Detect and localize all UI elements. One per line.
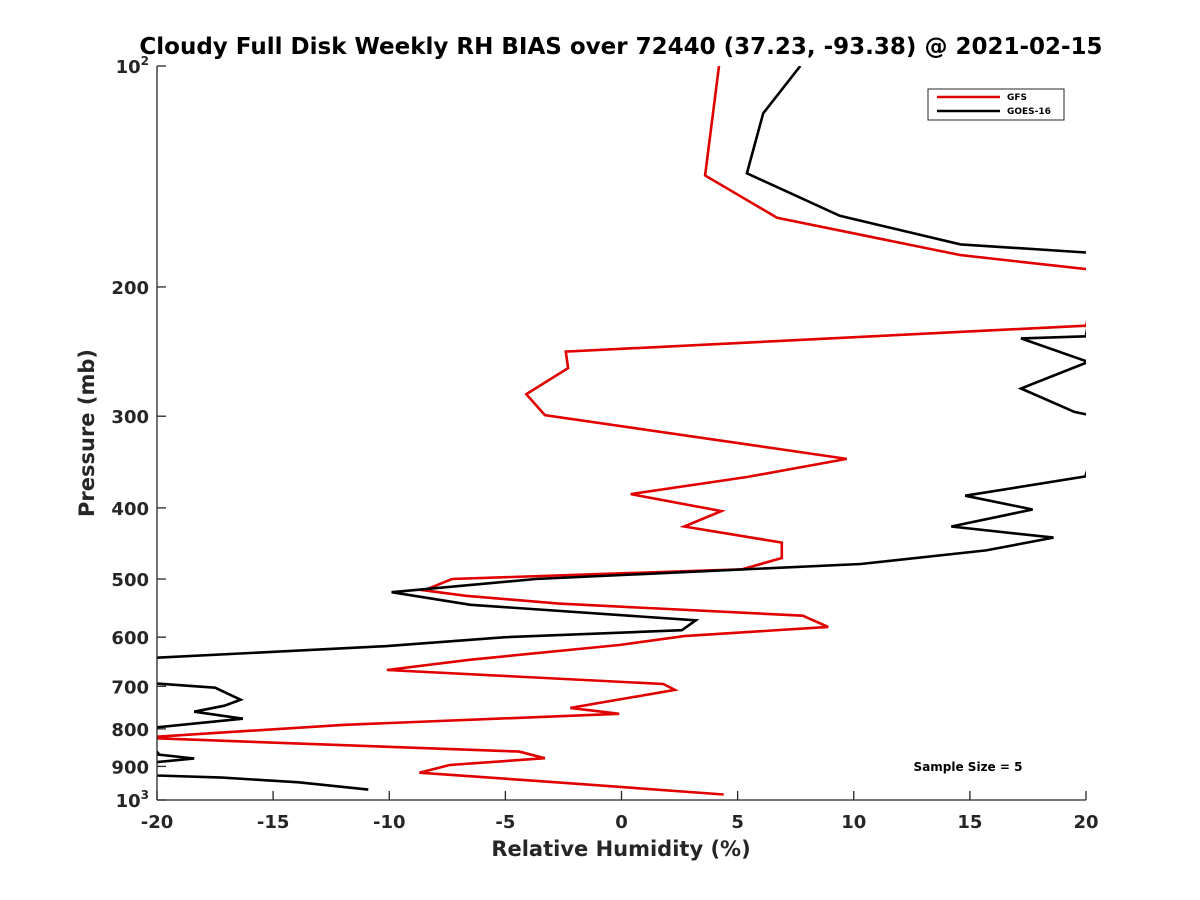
y-tick-label: 300 bbox=[111, 407, 149, 428]
y-tick-label: 103 bbox=[116, 788, 149, 812]
y-tick-label: 600 bbox=[111, 628, 149, 649]
legend-label-gfs: GFS bbox=[1007, 93, 1027, 103]
y-tick-label: 800 bbox=[111, 720, 149, 741]
series-line-goes-16 bbox=[157, 66, 1086, 791]
legend: GFS GOES-16 bbox=[927, 88, 1065, 121]
x-tick-label: -10 bbox=[373, 812, 406, 833]
y-tick-label: 700 bbox=[111, 677, 149, 698]
y-tick-label: 102 bbox=[116, 54, 149, 78]
legend-box bbox=[927, 88, 1065, 121]
y-tick-label: 400 bbox=[111, 499, 149, 520]
x-tick-label: 10 bbox=[841, 812, 866, 833]
x-tick-label: 15 bbox=[957, 812, 982, 833]
series-line-gfs bbox=[157, 66, 1086, 796]
y-axis-label: Pressure (mb) bbox=[75, 349, 99, 517]
chart-title: Cloudy Full Disk Weekly RH BIAS over 724… bbox=[139, 34, 1102, 60]
x-ticks: -20 -15 -10 -5 0 5 10 15 20 bbox=[141, 791, 1099, 833]
y-tick-label: 500 bbox=[111, 570, 149, 591]
x-axis-label: Relative Humidity (%) bbox=[491, 837, 750, 861]
y-tick-label: 900 bbox=[111, 757, 149, 778]
x-tick-label: -5 bbox=[495, 812, 515, 833]
y-ticks: 102 200 300 400 500 600 700 800 900 103 bbox=[111, 54, 166, 812]
y-tick-label: 200 bbox=[111, 278, 149, 299]
x-tick-label: -20 bbox=[141, 812, 174, 833]
sample-size-annotation: Sample Size = 5 bbox=[914, 760, 1023, 774]
x-tick-label: -15 bbox=[257, 812, 290, 833]
x-tick-label: 5 bbox=[731, 812, 744, 833]
series-layer bbox=[157, 66, 1086, 796]
x-tick-label: 20 bbox=[1073, 812, 1098, 833]
x-tick-label: 0 bbox=[615, 812, 628, 833]
legend-label-goes: GOES-16 bbox=[1007, 107, 1051, 117]
